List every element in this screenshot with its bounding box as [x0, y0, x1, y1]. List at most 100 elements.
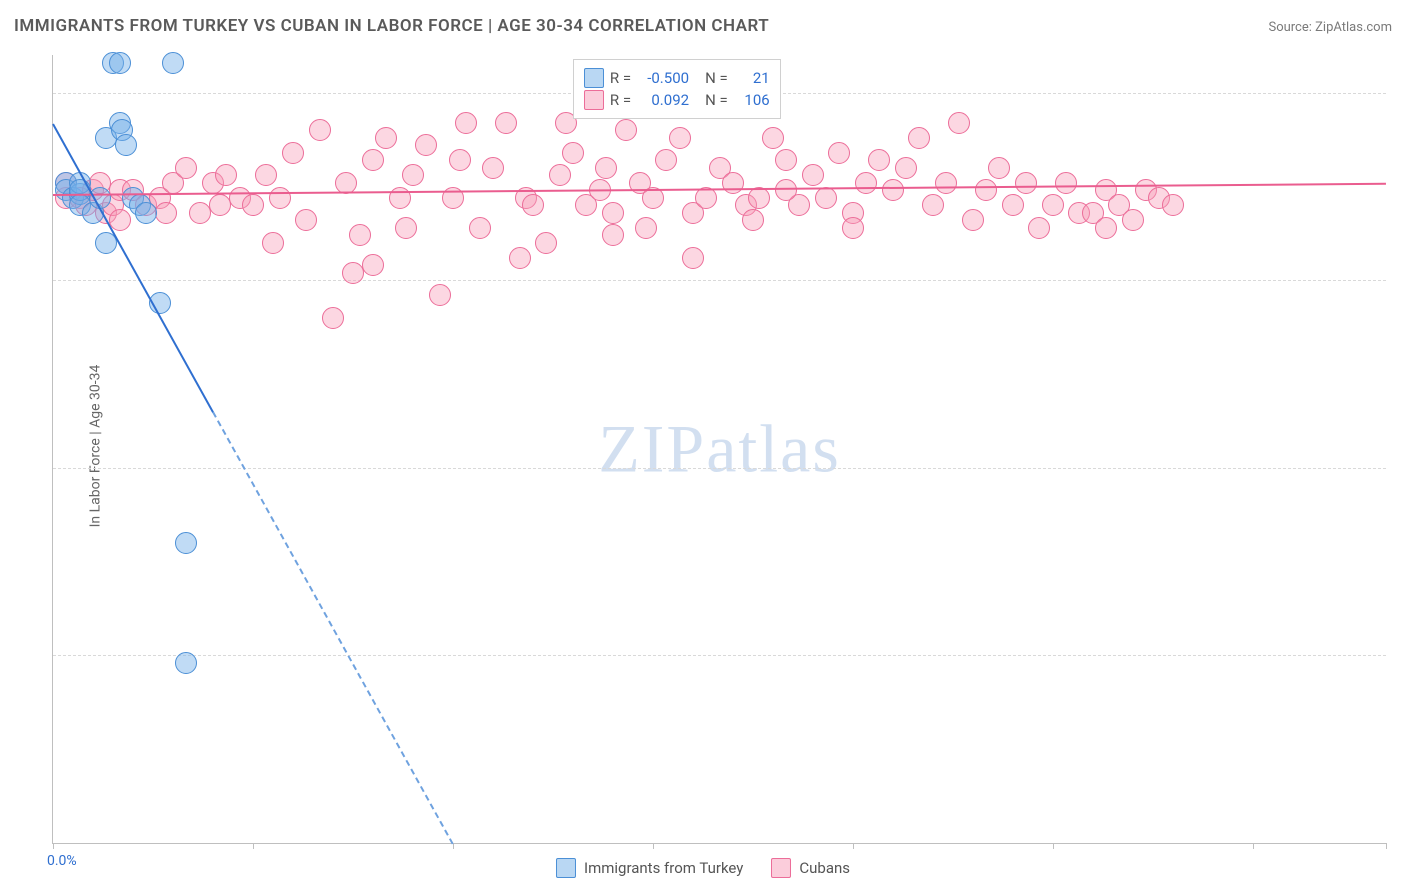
x-tick	[653, 843, 654, 849]
data-point	[509, 247, 531, 269]
watermark: ZIPatlas	[598, 410, 841, 489]
x-tick	[53, 843, 54, 849]
x-tick-label-first: 0.0%	[47, 853, 77, 869]
data-point	[669, 127, 691, 149]
legend-item: Immigrants from Turkey	[556, 858, 743, 878]
y-tick-label: 100.0%	[1392, 85, 1406, 101]
data-point	[469, 217, 491, 239]
x-tick-label-last: 100.0%	[1392, 853, 1406, 869]
data-point	[175, 532, 197, 554]
stat-label-r: R =	[610, 91, 631, 109]
data-point	[828, 142, 850, 164]
data-point	[562, 142, 584, 164]
data-point	[908, 127, 930, 149]
data-point	[615, 119, 637, 141]
x-tick	[1386, 843, 1387, 849]
data-point	[189, 202, 211, 224]
legend-item: Cubans	[771, 858, 850, 878]
data-point	[309, 119, 331, 141]
stat-label-r: R =	[610, 69, 631, 87]
source-label: Source: ZipAtlas.com	[1268, 20, 1392, 35]
stat-value-r: -0.500	[637, 69, 689, 87]
data-point	[295, 209, 317, 231]
legend-label: Immigrants from Turkey	[584, 859, 743, 877]
data-point	[635, 217, 657, 239]
data-point	[415, 134, 437, 156]
data-point	[162, 52, 184, 74]
data-point	[602, 202, 624, 224]
data-point	[362, 149, 384, 171]
legend-swatch	[771, 858, 791, 878]
data-point	[282, 142, 304, 164]
data-point	[349, 224, 371, 246]
data-point	[449, 149, 471, 171]
stat-value-r: 0.092	[637, 91, 689, 109]
x-tick	[1253, 843, 1254, 849]
data-point	[1028, 217, 1050, 239]
data-point	[522, 194, 544, 216]
data-point	[1095, 217, 1117, 239]
scatter-plot: ZIPatlas 25.0%50.0%75.0%100.0%0.0%100.0%…	[52, 55, 1386, 844]
legend-label: Cubans	[799, 859, 850, 877]
stat-value-n: 106	[734, 91, 770, 109]
data-point	[855, 172, 877, 194]
data-point	[115, 134, 137, 156]
correlation-stats-box: R = -0.500 N = 21 R = 0.092 N = 106	[573, 59, 781, 119]
data-point	[262, 232, 284, 254]
y-tick-label: 25.0%	[1392, 647, 1406, 663]
x-tick	[253, 843, 254, 849]
data-point	[322, 307, 344, 329]
data-point	[1015, 172, 1037, 194]
data-point	[975, 179, 997, 201]
data-point	[269, 187, 291, 209]
data-point	[535, 232, 557, 254]
data-point	[209, 194, 231, 216]
data-point	[135, 202, 157, 224]
data-point	[1122, 209, 1144, 231]
data-point	[948, 112, 970, 134]
data-point	[595, 157, 617, 179]
stats-row: R = -0.500 N = 21	[584, 68, 770, 88]
data-point	[1002, 194, 1024, 216]
legend-swatch	[584, 68, 604, 88]
data-point	[175, 652, 197, 674]
y-tick-label: 50.0%	[1392, 460, 1406, 476]
data-point	[962, 209, 984, 231]
legend-swatch	[584, 90, 604, 110]
stat-value-n: 21	[734, 69, 770, 87]
data-point	[802, 164, 824, 186]
stat-label-n: N =	[705, 69, 728, 87]
gridline-h	[53, 655, 1386, 656]
data-point	[775, 179, 797, 201]
data-point	[842, 217, 864, 239]
data-point	[882, 179, 904, 201]
data-point	[895, 157, 917, 179]
legend-swatch	[556, 858, 576, 878]
data-point	[922, 194, 944, 216]
data-point	[155, 202, 177, 224]
data-point	[429, 284, 451, 306]
data-point	[215, 164, 237, 186]
data-point	[1042, 194, 1064, 216]
data-point	[868, 149, 890, 171]
x-tick	[1053, 843, 1054, 849]
data-point	[762, 127, 784, 149]
trend-line	[53, 183, 1386, 196]
data-point	[402, 164, 424, 186]
data-point	[109, 52, 131, 74]
data-point	[775, 149, 797, 171]
data-point	[988, 157, 1010, 179]
data-point	[655, 149, 677, 171]
data-point	[602, 224, 624, 246]
data-point	[495, 112, 517, 134]
data-point	[482, 157, 504, 179]
data-point	[395, 217, 417, 239]
trend-line	[212, 411, 454, 844]
data-point	[242, 194, 264, 216]
data-point	[549, 164, 571, 186]
data-point	[1055, 172, 1077, 194]
data-point	[375, 127, 397, 149]
data-point	[742, 209, 764, 231]
data-point	[335, 172, 357, 194]
stat-label-n: N =	[705, 91, 728, 109]
